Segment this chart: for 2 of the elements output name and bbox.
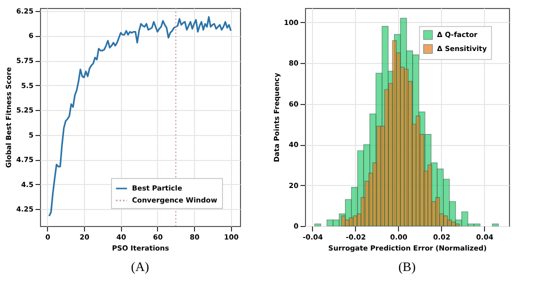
text: (A) bbox=[130, 259, 150, 274]
text: (B) bbox=[398, 259, 416, 274]
